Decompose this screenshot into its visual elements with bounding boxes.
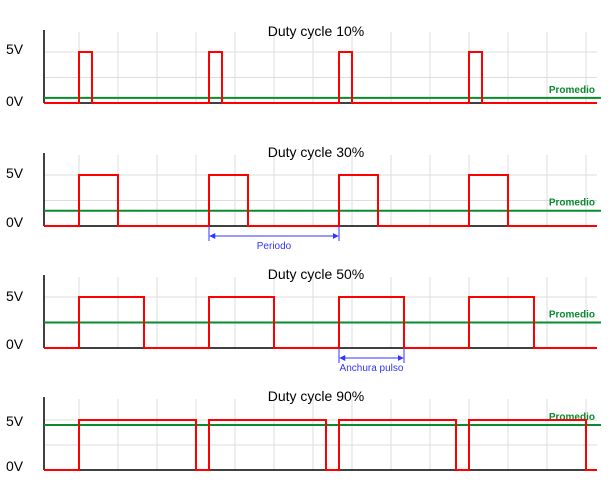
pwm-signal (44, 296, 597, 349)
pwm-signal (44, 174, 597, 227)
average-label: Promedio (549, 310, 595, 321)
grid-lines (44, 155, 597, 226)
grid-lines (44, 277, 597, 348)
dimension-label: Periodo (257, 241, 292, 252)
dimension-label: Anchura pulso (340, 363, 404, 374)
panel-duty-50: Duty cycle 50% 5V 0V Promedio Anchura pulso (6, 266, 601, 374)
panel-duty-30: Duty cycle 30% 5V 0V Promedio Periodo (6, 144, 601, 252)
panel-duty-10: Duty cycle 10% 5V 0V Promedio (6, 23, 601, 109)
grid-lines (44, 32, 597, 103)
dimension-period: Periodo (208, 226, 340, 252)
average-label: Promedio (549, 198, 595, 209)
average-label: Promedio (549, 412, 595, 423)
panel-title: Duty cycle 30% (268, 144, 364, 160)
label-5v: 5V (6, 41, 24, 57)
grid-lines (44, 399, 597, 470)
pwm-signal (44, 51, 597, 104)
panel-title: Duty cycle 10% (268, 23, 364, 39)
average-label: Promedio (549, 85, 595, 96)
label-0v: 0V (6, 214, 24, 230)
label-5v: 5V (6, 165, 24, 181)
pwm-signal (44, 419, 597, 471)
panel-title: Duty cycle 90% (268, 388, 364, 404)
label-5v: 5V (6, 413, 24, 429)
label-0v: 0V (6, 458, 24, 474)
label-0v: 0V (6, 93, 24, 109)
panel-title: Duty cycle 50% (268, 266, 364, 282)
panel-duty-90: Duty cycle 90% 5V 0V Promedio (6, 388, 601, 474)
label-0v: 0V (6, 336, 24, 352)
label-5v: 5V (6, 288, 24, 304)
dimension-pulse: Anchura pulso (338, 348, 405, 374)
